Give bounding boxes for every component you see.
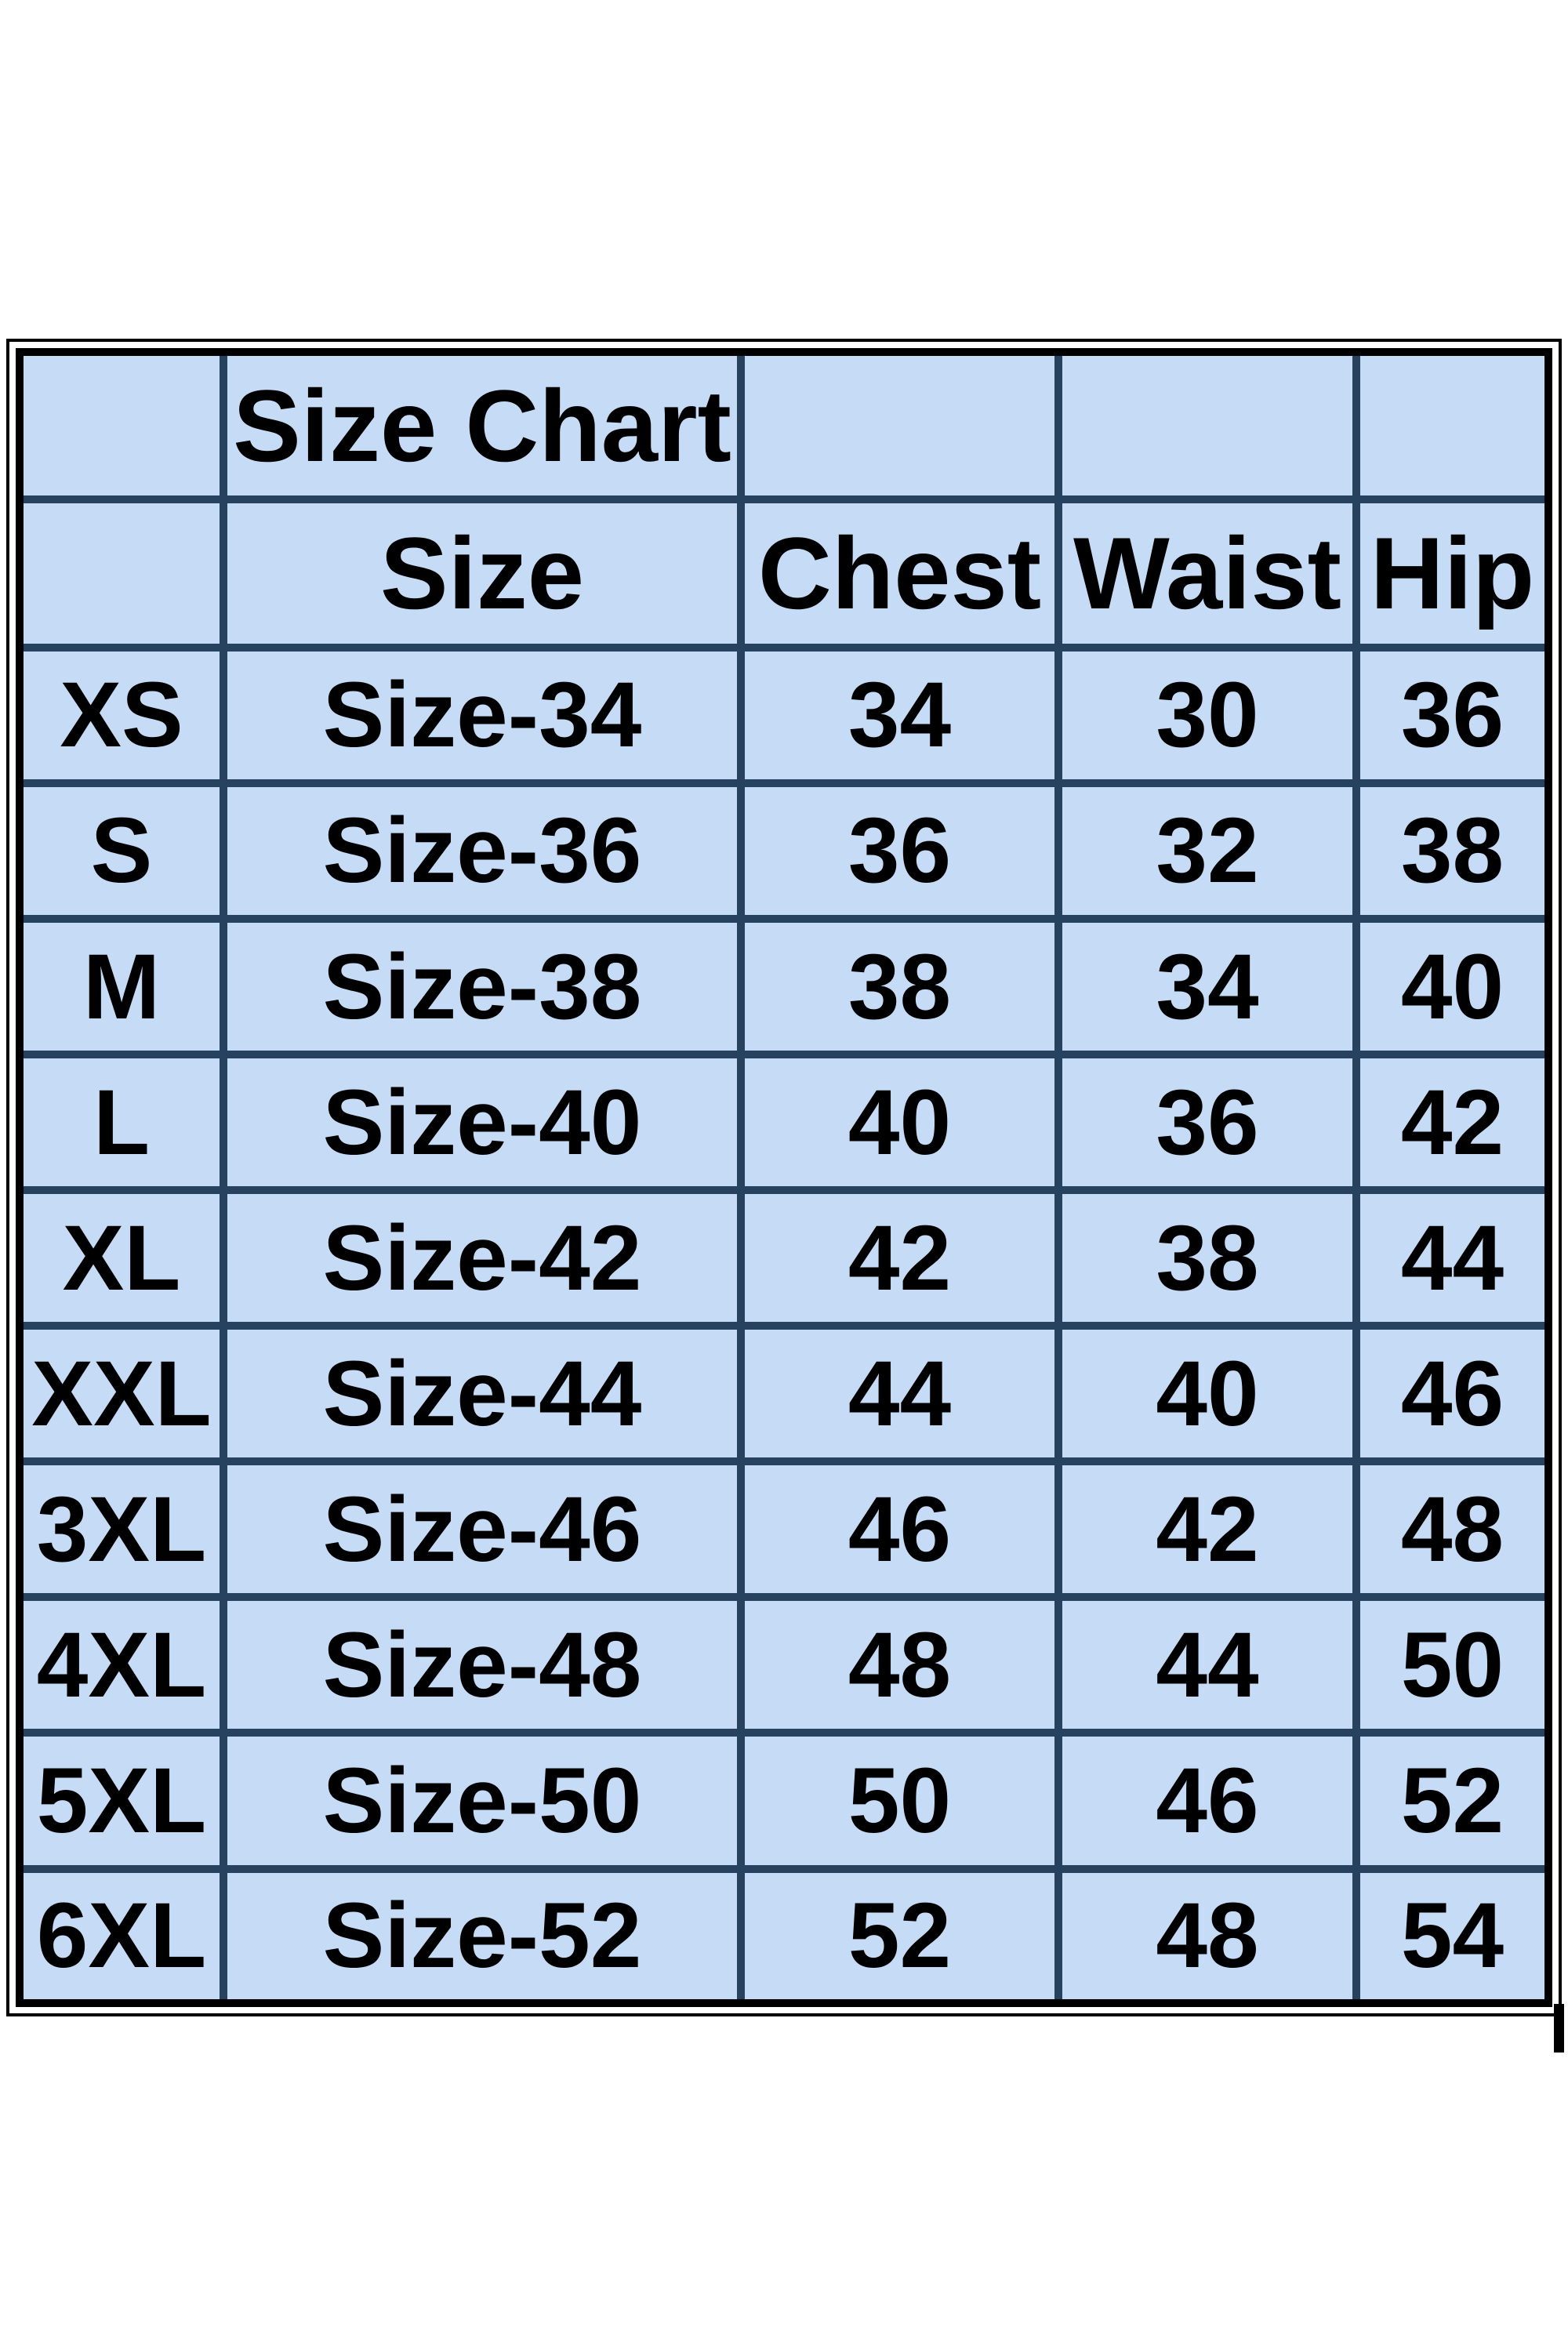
table-row: M Size-38 38 34 40 [24, 915, 1544, 1059]
hip-cell: 42 [1352, 1051, 1544, 1195]
row-label-cell: 5XL [24, 1729, 227, 1873]
col-header-hip: Hip [1352, 495, 1544, 652]
hip-cell: 48 [1352, 1457, 1544, 1602]
table-row: 6XL Size-52 52 48 54 [24, 1864, 1544, 1999]
empty-header-cell [24, 495, 227, 652]
table-title: Size Chart [220, 356, 745, 503]
col-header-size: Size [220, 495, 745, 652]
hip-cell: 46 [1352, 1322, 1544, 1466]
waist-cell: 44 [1054, 1593, 1360, 1737]
row-label-cell: M [24, 915, 227, 1059]
table-row: 5XL Size-50 50 46 52 [24, 1729, 1544, 1873]
table-row: XL Size-42 42 38 44 [24, 1186, 1544, 1330]
empty-cell [1352, 356, 1544, 503]
waist-cell: 32 [1054, 779, 1360, 924]
chest-cell: 46 [737, 1457, 1062, 1602]
corner-cell [24, 356, 227, 503]
header-row: Size Chest Waist Hip [24, 495, 1544, 652]
title-row: Size Chart [24, 356, 1544, 503]
size-cell: Size-42 [220, 1186, 745, 1330]
chest-cell: 38 [737, 915, 1062, 1059]
col-header-waist: Waist [1054, 495, 1360, 652]
row-label-cell: 6XL [24, 1864, 227, 1999]
waist-cell: 34 [1054, 915, 1360, 1059]
chest-cell: 34 [737, 643, 1062, 787]
table-row: XXL Size-44 44 40 46 [24, 1322, 1544, 1466]
row-label-cell: XS [24, 643, 227, 787]
row-label-cell: 3XL [24, 1457, 227, 1602]
table-border-box: Size Chart Size Chest Waist Hip XS Size-3… [16, 348, 1552, 2007]
table-row: XS Size-34 34 30 36 [24, 643, 1544, 787]
table-row: L Size-40 40 36 42 [24, 1051, 1544, 1195]
hip-cell: 52 [1352, 1729, 1544, 1873]
chest-cell: 40 [737, 1051, 1062, 1195]
hip-cell: 50 [1352, 1593, 1544, 1737]
waist-cell: 40 [1054, 1322, 1360, 1466]
chest-cell: 42 [737, 1186, 1062, 1330]
hip-cell: 38 [1352, 779, 1544, 924]
waist-cell: 30 [1054, 643, 1360, 787]
size-chart: Size Chart Size Chest Waist Hip XS Size-3… [24, 356, 1544, 1999]
table-row: S Size-36 36 32 38 [24, 779, 1544, 924]
table-row: 3XL Size-46 46 42 48 [24, 1457, 1544, 1602]
row-label-cell: 4XL [24, 1593, 227, 1737]
size-cell: Size-44 [220, 1322, 745, 1466]
empty-cell [737, 356, 1062, 503]
row-label-cell: XXL [24, 1322, 227, 1466]
size-cell: Size-52 [220, 1864, 745, 1999]
size-cell: Size-34 [220, 643, 745, 787]
hip-cell: 40 [1352, 915, 1544, 1059]
corner-artifact [1554, 2004, 1564, 2053]
size-cell: Size-46 [220, 1457, 745, 1602]
empty-cell [1054, 356, 1360, 503]
size-cell: Size-50 [220, 1729, 745, 1873]
chest-cell: 48 [737, 1593, 1062, 1737]
table-row: 4XL Size-48 48 44 50 [24, 1593, 1544, 1737]
hip-cell: 54 [1352, 1864, 1544, 1999]
size-chart-table: Size Chart Size Chest Waist Hip XS Size-3… [6, 339, 1562, 2016]
waist-cell: 42 [1054, 1457, 1360, 1602]
waist-cell: 48 [1054, 1864, 1360, 1999]
row-label-cell: XL [24, 1186, 227, 1330]
hip-cell: 36 [1352, 643, 1544, 787]
hip-cell: 44 [1352, 1186, 1544, 1330]
waist-cell: 36 [1054, 1051, 1360, 1195]
waist-cell: 38 [1054, 1186, 1360, 1330]
col-header-chest: Chest [737, 495, 1062, 652]
chest-cell: 44 [737, 1322, 1062, 1466]
chest-cell: 52 [737, 1864, 1062, 1999]
chest-cell: 50 [737, 1729, 1062, 1873]
size-cell: Size-36 [220, 779, 745, 924]
waist-cell: 46 [1054, 1729, 1360, 1873]
chest-cell: 36 [737, 779, 1062, 924]
size-cell: Size-40 [220, 1051, 745, 1195]
row-label-cell: L [24, 1051, 227, 1195]
row-label-cell: S [24, 779, 227, 924]
size-cell: Size-38 [220, 915, 745, 1059]
size-cell: Size-48 [220, 1593, 745, 1737]
